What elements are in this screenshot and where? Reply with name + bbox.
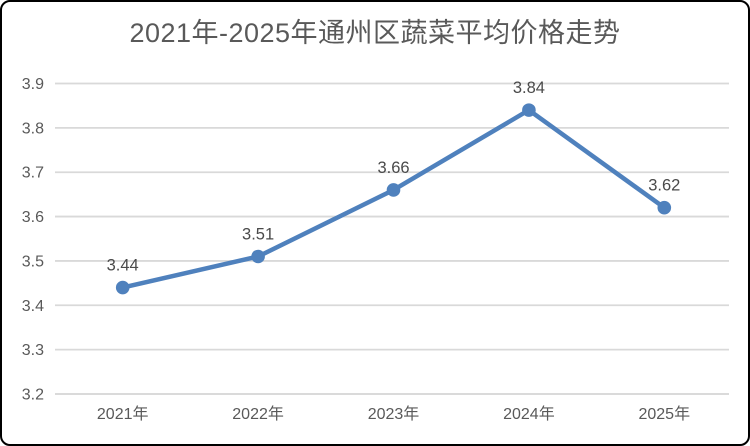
x-tick-label: 2022年: [232, 405, 284, 423]
y-tick-label: 3.5: [22, 253, 44, 270]
y-tick-label: 3.4: [22, 298, 44, 315]
data-point-label: 3.44: [107, 257, 139, 275]
data-point-marker: [657, 200, 672, 215]
y-tick-label: 3.9: [22, 76, 44, 93]
y-tick-label: 3.8: [22, 120, 44, 137]
y-tick-label: 3.2: [22, 387, 44, 404]
y-tick-label: 3.6: [22, 209, 44, 226]
data-point-marker: [386, 183, 401, 197]
data-point-label: 3.62: [648, 177, 680, 195]
x-tick-label: 2021年: [97, 405, 149, 423]
chart-title: 2021年-2025年通州区蔬菜平均价格走势: [129, 18, 621, 48]
y-tick-label: 3.3: [22, 342, 44, 359]
y-tick-label: 3.7: [22, 165, 44, 182]
data-point-label: 3.66: [377, 159, 409, 177]
x-tick-label: 2025年: [638, 405, 690, 423]
data-point-marker: [115, 280, 130, 295]
data-point-marker: [522, 103, 536, 117]
data-point-label: 3.51: [242, 225, 274, 243]
x-tick-label: 2024年: [503, 405, 555, 423]
x-tick-label: 2023年: [368, 405, 420, 423]
data-point-marker: [251, 249, 265, 264]
data-point-label: 3.84: [513, 79, 545, 97]
